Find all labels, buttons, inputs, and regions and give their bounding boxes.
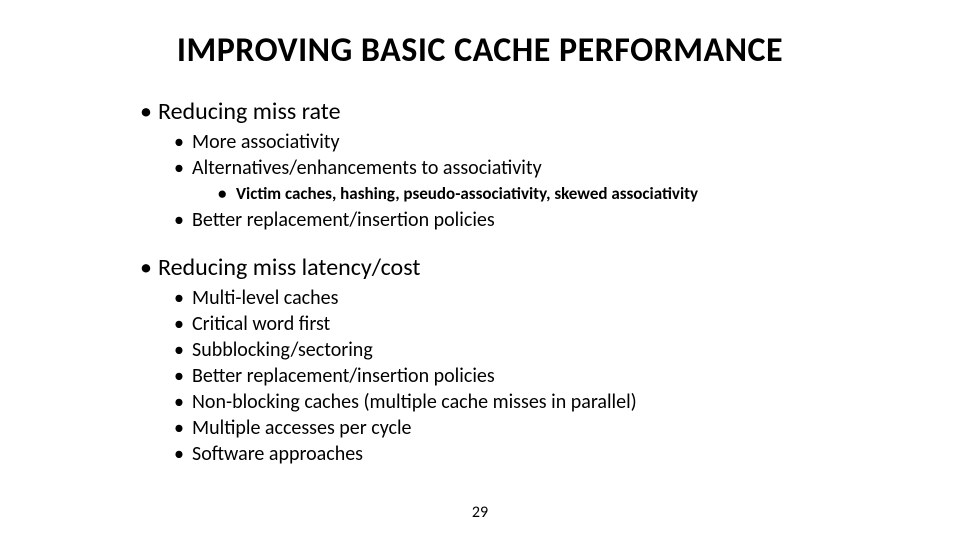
list-item: Better replacement/insertion policies: [192, 363, 900, 389]
text: Better replacement/insertion policies: [192, 364, 495, 388]
spacer: [140, 233, 900, 251]
list-item: Subblocking/sectoring: [192, 337, 900, 363]
text: Better replacement/insertion policies: [192, 208, 495, 232]
slide-title: IMPROVING BASIC CACHE PERFORMANCE: [0, 30, 960, 71]
text: Software approaches: [192, 442, 363, 466]
list-item: Non-blocking caches (multiple cache miss…: [192, 389, 900, 415]
text: Reducing miss latency/cost: [158, 253, 420, 282]
text: More associativity: [192, 130, 340, 154]
text: Multiple accesses per cycle: [192, 416, 412, 440]
list-item: Multi-level caches: [192, 285, 900, 311]
slide-content: Reducing miss rate More associativity Al…: [140, 95, 900, 467]
text: Victim caches, hashing, pseudo-associati…: [236, 183, 698, 204]
text: Critical word first: [192, 312, 330, 336]
list-item: Critical word first: [192, 311, 900, 337]
list-item: More associativity: [192, 129, 900, 155]
text: Subblocking/sectoring: [192, 338, 373, 362]
list-item-sub: Victim caches, hashing, pseudo-associati…: [236, 183, 900, 205]
page-number: 29: [0, 503, 960, 522]
bullet-list: Reducing miss rate More associativity Al…: [140, 97, 900, 467]
slide: IMPROVING BASIC CACHE PERFORMANCE Reduci…: [0, 0, 960, 540]
text: Multi-level caches: [192, 286, 338, 310]
list-item: Software approaches: [192, 441, 900, 467]
text: Reducing miss rate: [158, 97, 341, 126]
list-item: Multiple accesses per cycle: [192, 415, 900, 441]
text: Non-blocking caches (multiple cache miss…: [192, 390, 637, 414]
section-heading: Reducing miss latency/cost: [158, 253, 900, 283]
text: Alternatives/enhancements to associativi…: [192, 156, 542, 180]
list-item: Alternatives/enhancements to associativi…: [192, 155, 900, 181]
list-item: Better replacement/insertion policies: [192, 207, 900, 233]
section-heading: Reducing miss rate: [158, 97, 900, 127]
